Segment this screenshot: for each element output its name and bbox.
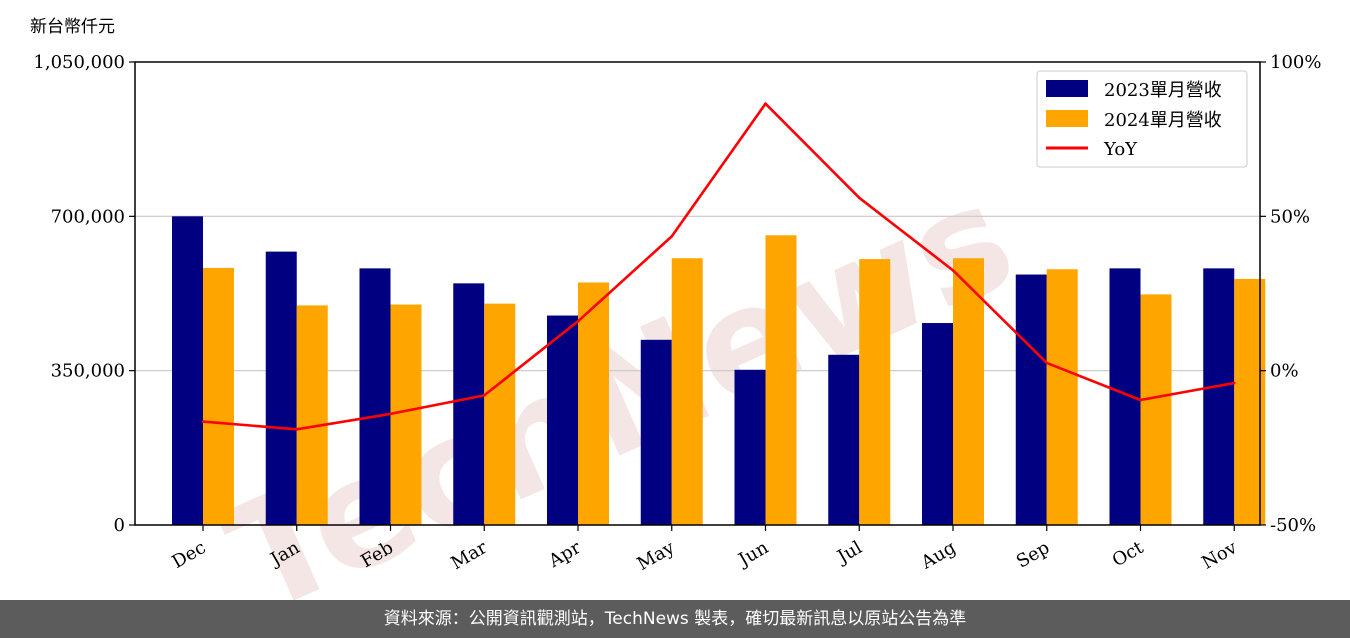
legend-label-yoy: YoY (1103, 139, 1138, 160)
x-tick-label-nov: Nov (1198, 537, 1241, 574)
bar-2023-feb (359, 268, 391, 525)
revenue-chart: TechNews 新台幣仟元 0350,000700,0001,050,000 … (30, 17, 1321, 600)
bar-2023-oct (1109, 268, 1141, 525)
left-tick-label-2: 700,000 (51, 206, 125, 227)
legend-label-2023: 2023單月營收 (1104, 80, 1222, 101)
bar-2023-jul (828, 354, 860, 525)
yoy-point-mar (482, 394, 486, 397)
yoy-point-sep (1045, 361, 1049, 365)
yoy-point-dec (201, 420, 205, 423)
plot-frame (134, 61, 1261, 526)
right-tick-label-3: 100% (1270, 52, 1321, 73)
right-tick-label-2: 50% (1270, 206, 1310, 227)
x-tick-label-oct: Oct (1109, 537, 1148, 572)
bar-2023-dec (172, 216, 203, 526)
left-tick-label-1: 350,000 (51, 361, 125, 382)
left-axis-unit-label: 新台幣仟元 (30, 17, 115, 37)
source-footer: 資料來源：公開資訊觀測站，TechNews 製表，確切最新訊息以原站公告為準 (0, 600, 1350, 638)
x-tick-label-apr: Apr (544, 537, 584, 572)
left-tick-label-0: 0 (114, 515, 125, 536)
bar-2023-may (640, 339, 672, 525)
bar-2024-mar (484, 303, 516, 525)
right-axis: -50% 0% 50% 100% (1260, 52, 1321, 536)
yoy-point-aug (951, 269, 955, 272)
legend-swatch-2024 (1046, 110, 1088, 127)
bar-2023-nov (1203, 268, 1235, 525)
watermark: TechNews (204, 150, 1038, 600)
bar-2023-jan (265, 251, 297, 525)
right-tick-label-1: 0% (1270, 361, 1299, 382)
x-tick-label-aug: Aug (917, 537, 960, 574)
bar-2024-jun (765, 235, 797, 525)
legend-swatch-2023 (1046, 80, 1088, 97)
yoy-point-apr (576, 319, 580, 323)
right-tick-label-0: -50% (1270, 515, 1316, 536)
yoy-point-jul (857, 196, 861, 200)
bar-2024-may (671, 258, 703, 525)
yoy-line (202, 102, 1235, 431)
yoy-point-feb (389, 412, 392, 416)
legend-label-2024: 2024單月營收 (1104, 110, 1222, 131)
bar-2023-apr (547, 315, 578, 525)
bar-2024-apr (578, 282, 609, 525)
x-tick-label-jun: Jun (733, 537, 772, 572)
yoy-line-group (201, 102, 1236, 431)
bars (172, 216, 1266, 526)
x-tick-label-may: May (634, 537, 679, 575)
bar-2023-mar (453, 283, 485, 525)
yoy-point-may (670, 235, 674, 238)
bar-2024-feb (390, 304, 422, 525)
bar-2024-jul (859, 259, 891, 525)
bar-2024-dec (203, 267, 234, 525)
yoy-point-jan (295, 428, 299, 431)
left-axis: 0 350,000 700,000 1,050,000 (33, 52, 135, 536)
x-tick-label-sep: Sep (1013, 537, 1053, 572)
x-tick-label-dec: Dec (169, 537, 210, 573)
yoy-point-nov (1232, 381, 1236, 385)
bar-2023-sep (1015, 274, 1047, 525)
legend-box (1036, 70, 1248, 168)
bar-2024-aug (953, 258, 984, 525)
legend: 2023單月營收 2024單月營收 YoY (1036, 70, 1248, 168)
x-tick-label-jul: Jul (832, 537, 866, 569)
left-tick-label-3: 1,050,000 (33, 52, 125, 73)
bar-2024-oct (1140, 294, 1172, 525)
yoy-point-jun (764, 102, 767, 105)
bar-2024-jan (296, 305, 328, 525)
bar-2023-aug (922, 323, 953, 525)
yoy-point-oct (1139, 398, 1142, 402)
bar-2023-jun (734, 369, 766, 525)
bar-2024-sep (1046, 269, 1078, 525)
